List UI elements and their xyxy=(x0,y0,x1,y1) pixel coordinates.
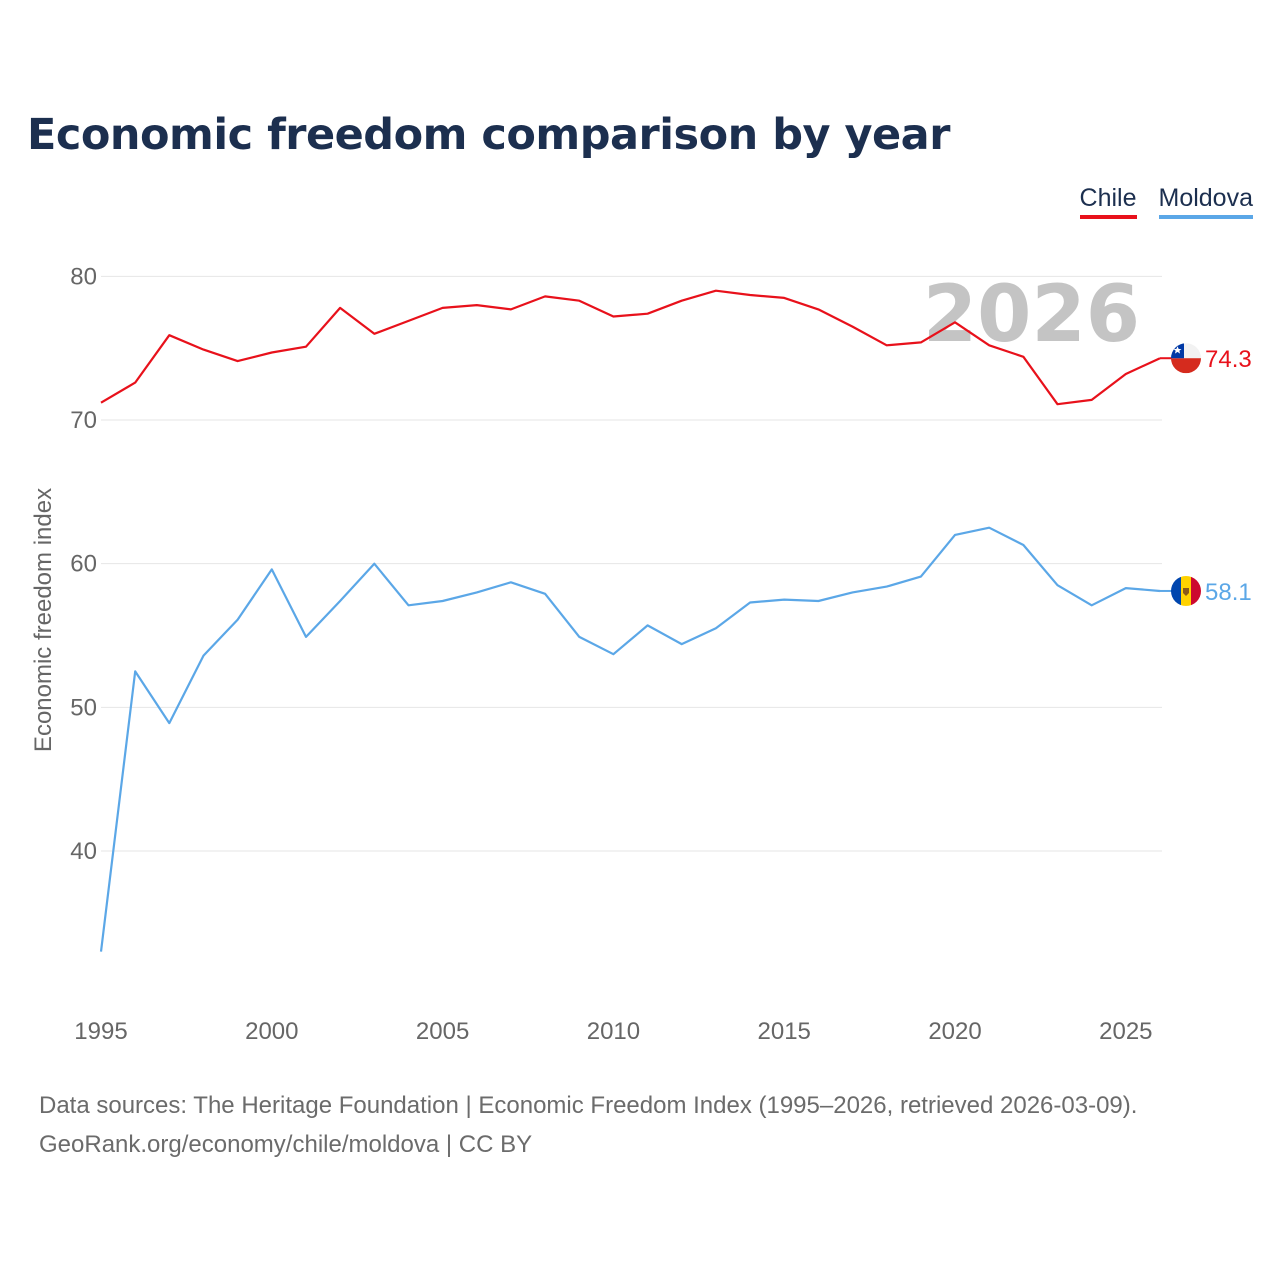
end-value-label-chile: 74.3 xyxy=(1205,346,1252,373)
y-axis-label: Economic freedom index xyxy=(30,488,57,752)
legend-item-chile[interactable]: Chile xyxy=(1079,184,1137,219)
y-tick-label-80: 80 xyxy=(70,263,97,290)
x-tick-label-1995: 1995 xyxy=(74,1018,127,1045)
x-tick-label-2010: 2010 xyxy=(587,1018,640,1045)
y-tick-label-60: 60 xyxy=(70,551,97,578)
footer: Data sources: The Heritage Foundation | … xyxy=(39,1086,1137,1164)
chart-title: Economic freedom comparison by year xyxy=(27,110,950,160)
x-tick-label-2025: 2025 xyxy=(1099,1018,1152,1045)
series-line-chile xyxy=(100,289,1161,406)
year-watermark: 2026 xyxy=(923,270,1140,360)
end-value-label-moldova: 58.1 xyxy=(1205,579,1252,606)
legend: Chile Moldova xyxy=(1079,184,1253,219)
y-tick-label-70: 70 xyxy=(70,407,97,434)
y-tick-label-50: 50 xyxy=(70,694,97,721)
x-tick-label-2000: 2000 xyxy=(245,1018,298,1045)
legend-item-moldova[interactable]: Moldova xyxy=(1158,184,1253,219)
x-tick-label-2015: 2015 xyxy=(758,1018,811,1045)
data-source-text: Data sources: The Heritage Foundation | … xyxy=(39,1092,1138,1119)
attribution-text: GeoRank.org/economy/chile/moldova | CC B… xyxy=(39,1131,533,1158)
chile-flag-icon xyxy=(1171,343,1201,374)
x-tick-label-2005: 2005 xyxy=(416,1018,469,1045)
y-tick-label-40: 40 xyxy=(70,838,97,865)
moldova-flag-icon xyxy=(1171,575,1201,606)
x-tick-label-2020: 2020 xyxy=(928,1018,981,1045)
series-line-moldova xyxy=(99,526,1161,952)
